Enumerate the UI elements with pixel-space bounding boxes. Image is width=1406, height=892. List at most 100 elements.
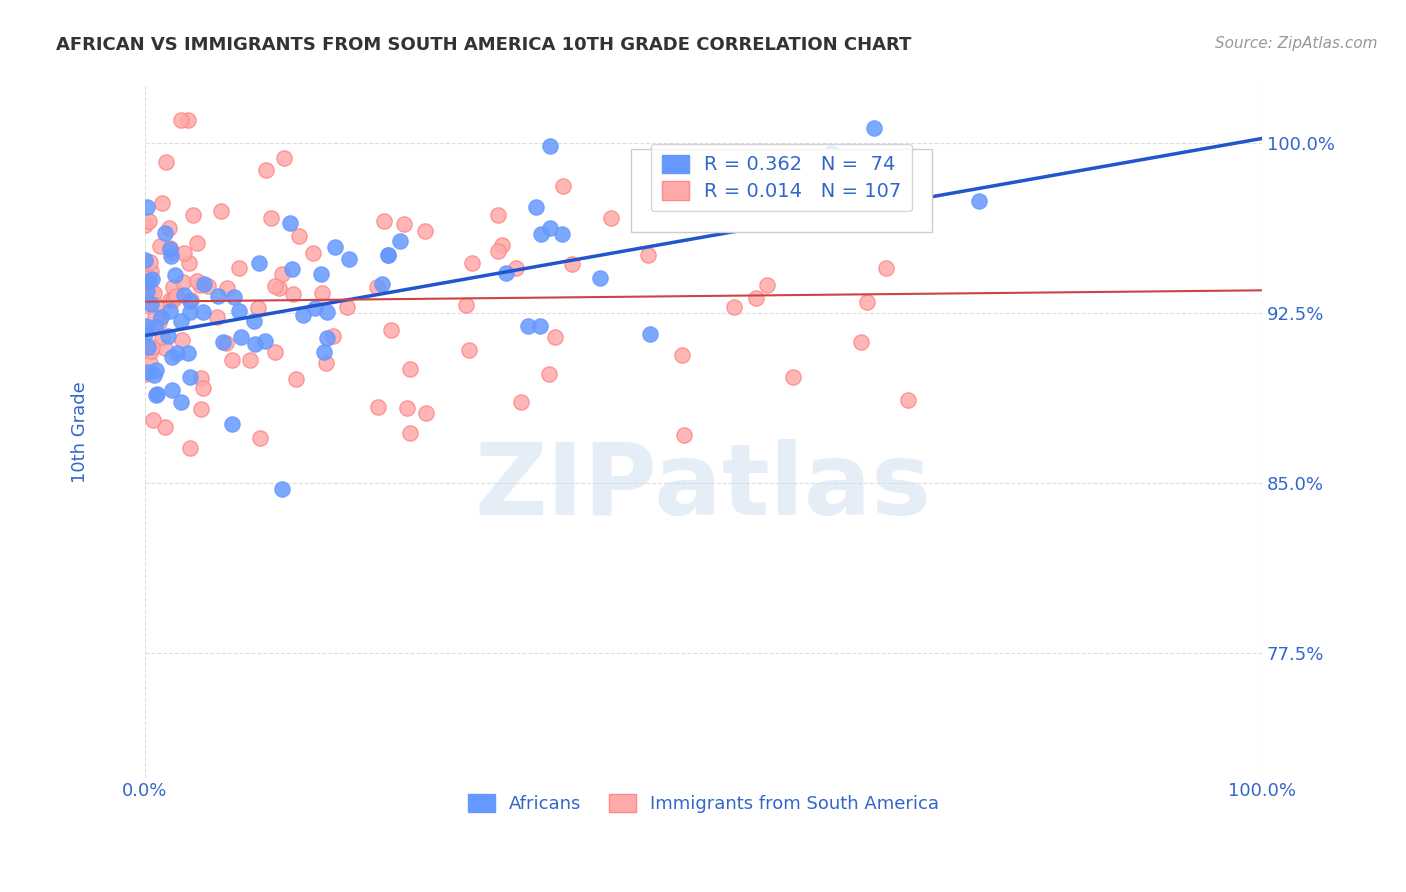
Point — [136, 320, 159, 334]
Point — [415, 406, 437, 420]
Point — [134, 271, 156, 285]
Point — [145, 298, 167, 312]
Point — [671, 349, 693, 363]
Legend: Africans, Immigrants from South America: Africans, Immigrants from South America — [457, 783, 950, 824]
Point — [875, 261, 897, 276]
Point — [186, 236, 208, 251]
Point — [186, 274, 208, 288]
Point — [159, 293, 181, 308]
Point — [456, 298, 478, 312]
Point — [180, 293, 202, 307]
Point — [136, 365, 159, 379]
Point — [371, 277, 394, 291]
Point — [243, 314, 266, 328]
Text: Source: ZipAtlas.com: Source: ZipAtlas.com — [1215, 36, 1378, 51]
Point — [315, 304, 337, 318]
Point — [160, 350, 183, 364]
Point — [142, 413, 165, 427]
Point — [159, 242, 181, 256]
Point — [311, 285, 333, 300]
Point — [529, 318, 551, 333]
Point — [134, 326, 156, 341]
Point — [366, 279, 388, 293]
Point — [143, 310, 166, 325]
Point — [160, 249, 183, 263]
Point — [543, 330, 565, 344]
Point — [254, 162, 277, 177]
Point — [179, 294, 201, 309]
Point — [181, 208, 204, 222]
Point — [551, 227, 574, 242]
Point — [228, 261, 250, 276]
Point — [170, 394, 193, 409]
Point — [145, 363, 167, 377]
Point — [638, 326, 661, 341]
Point — [138, 274, 160, 288]
Point — [160, 384, 183, 398]
Point — [170, 334, 193, 348]
Point — [849, 334, 872, 349]
Point — [142, 368, 165, 382]
Point — [537, 367, 560, 381]
Point — [373, 214, 395, 228]
Point — [589, 270, 612, 285]
Point — [495, 266, 517, 280]
Point — [312, 345, 335, 359]
Point — [524, 200, 547, 214]
Point — [458, 343, 481, 358]
Point — [323, 240, 346, 254]
Point — [134, 252, 156, 267]
Point — [553, 178, 575, 193]
Point — [673, 427, 696, 442]
Point — [191, 304, 214, 318]
Point — [898, 161, 921, 176]
Point — [138, 214, 160, 228]
Point — [157, 221, 180, 235]
Point — [215, 281, 238, 295]
Point — [311, 267, 333, 281]
Point — [190, 277, 212, 292]
Point — [162, 293, 184, 308]
Point — [134, 367, 156, 381]
Point — [538, 221, 561, 235]
Text: ZIPatlas: ZIPatlas — [475, 439, 932, 536]
Point — [159, 243, 181, 257]
Point — [288, 228, 311, 243]
Point — [143, 320, 166, 334]
Point — [141, 297, 163, 311]
Point — [141, 272, 163, 286]
Point — [377, 248, 399, 262]
Point — [179, 370, 201, 384]
Point — [179, 305, 201, 319]
Point — [283, 287, 305, 301]
Point — [153, 341, 176, 355]
Point — [153, 420, 176, 434]
Point — [377, 248, 399, 262]
Point — [336, 300, 359, 314]
Point — [398, 425, 420, 440]
Point — [211, 335, 233, 350]
Point — [316, 331, 339, 345]
Point — [820, 145, 842, 160]
Point — [193, 277, 215, 291]
Point — [148, 315, 170, 329]
Point — [176, 346, 198, 360]
Point — [157, 329, 180, 343]
Point — [160, 245, 183, 260]
Point — [152, 330, 174, 344]
Point — [139, 355, 162, 369]
Point — [179, 256, 201, 270]
Point — [460, 256, 482, 270]
Point — [155, 155, 177, 169]
Point — [149, 239, 172, 253]
FancyBboxPatch shape — [631, 149, 932, 232]
Point — [530, 227, 553, 241]
Point — [273, 151, 295, 165]
Point — [170, 113, 193, 128]
Point — [136, 340, 159, 354]
Point — [165, 289, 187, 303]
Point — [271, 483, 294, 497]
Point — [302, 246, 325, 260]
Point — [243, 336, 266, 351]
Point — [395, 401, 418, 416]
